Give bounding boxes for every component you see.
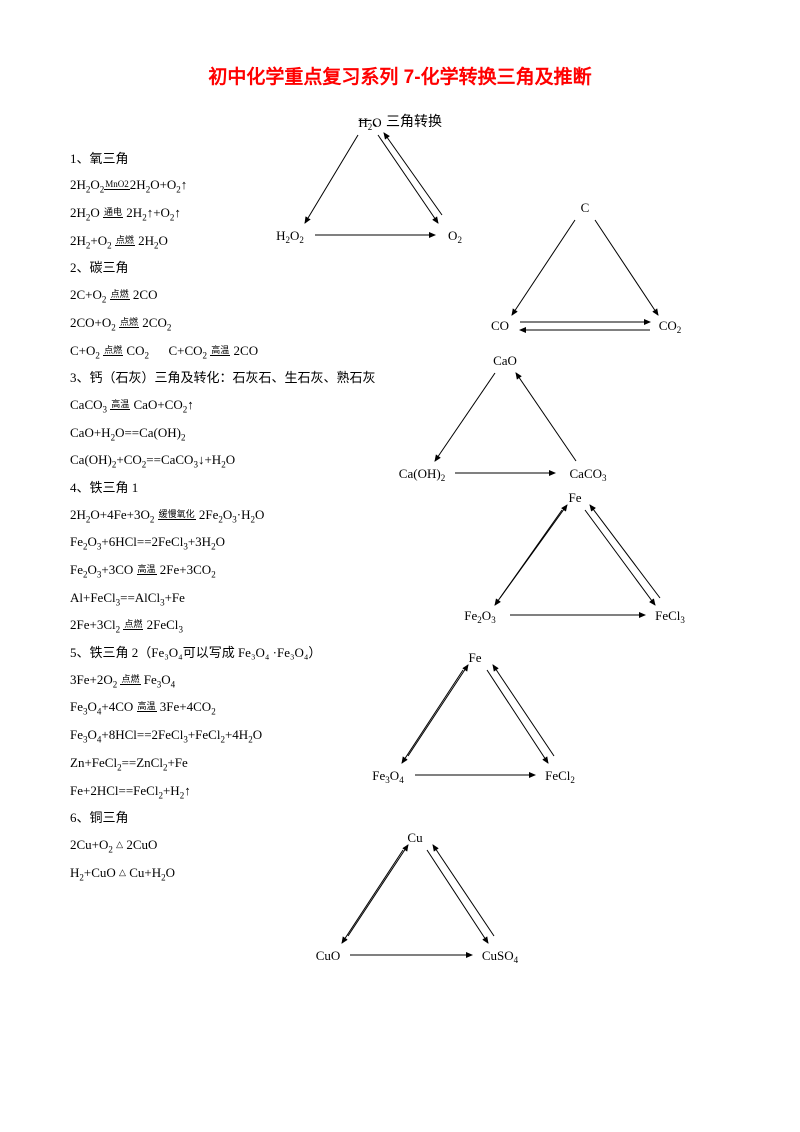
svg-text:H2O2: H2O2 (276, 228, 304, 245)
svg-text:Fe: Fe (469, 650, 482, 665)
triangle-copper: Cu CuO CuSO4 (300, 830, 530, 970)
svg-text:FeCl2: FeCl2 (545, 768, 575, 785)
svg-text:Fe: Fe (569, 490, 582, 505)
svg-text:Cu: Cu (407, 830, 423, 845)
svg-text:H2O: H2O (358, 115, 381, 132)
page-title: 初中化学重点复习系列 7-化学转换三角及推断 (70, 60, 730, 96)
svg-text:CO: CO (491, 318, 509, 333)
s6-heading: 6、铜三角 (70, 806, 730, 831)
svg-text:FeCl3: FeCl3 (655, 608, 685, 625)
svg-text:Fe2O3: Fe2O3 (464, 608, 496, 625)
svg-text:O2: O2 (448, 228, 462, 245)
triangle-iron2: Fe Fe3O4 FeCl2 (360, 650, 590, 790)
triangle-iron1: Fe Fe2O3 FeCl3 (450, 490, 700, 630)
svg-text:Fe3O4: Fe3O4 (372, 768, 404, 785)
svg-text:Ca(OH)2: Ca(OH)2 (399, 466, 445, 483)
svg-text:CaCO3: CaCO3 (570, 466, 608, 483)
triangle-oxygen: H2O H2O2 O2 (270, 115, 480, 245)
svg-text:CuSO4: CuSO4 (482, 948, 519, 965)
svg-text:CO2: CO2 (659, 318, 682, 335)
svg-text:CuO: CuO (316, 948, 341, 963)
svg-text:C: C (581, 200, 590, 215)
triangle-carbon: C CO CO2 (470, 200, 700, 340)
svg-text:CaO: CaO (493, 353, 517, 368)
triangle-calcium: CaO Ca(OH)2 CaCO3 (390, 353, 620, 483)
